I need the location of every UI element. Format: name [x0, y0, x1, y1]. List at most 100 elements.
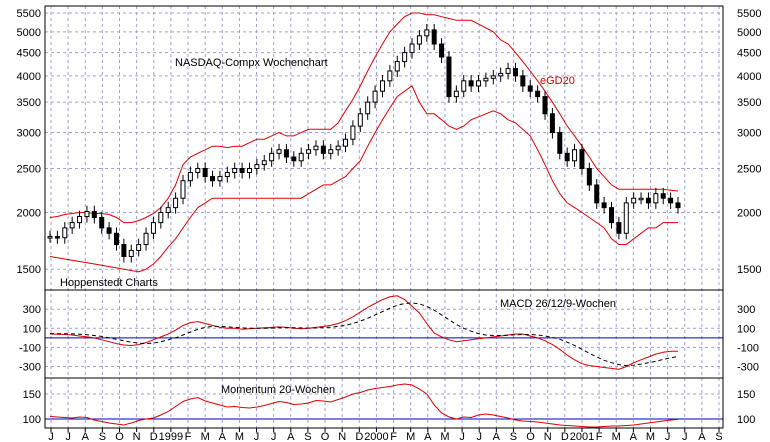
price-candle [564, 152, 570, 162]
price-candle [187, 171, 193, 182]
price-candle [483, 77, 489, 82]
price-candle [549, 113, 555, 134]
macd-line [49, 295, 678, 370]
x-tick-label: F [390, 431, 397, 442]
y-tick-label-right: 5000 [737, 27, 761, 39]
price-candle [453, 90, 459, 98]
price-candle [113, 232, 119, 246]
y-tick-label-left: 300 [23, 304, 41, 316]
price-chart-title: NASDAQ-Compx Wochenchart [175, 57, 328, 69]
price-candle [128, 249, 134, 258]
price-candle [254, 164, 260, 170]
price-candle [645, 197, 651, 204]
price-candle [121, 244, 127, 258]
y-tick-label-right: 2000 [737, 208, 761, 220]
grid [45, 6, 723, 428]
price-candle [47, 236, 53, 239]
x-tick-label: M [406, 431, 415, 442]
macd-panel-title: MACD 26/12/9-Wochen [500, 298, 616, 310]
price-candle [409, 43, 415, 54]
price-candle [306, 149, 312, 154]
y-tick-label-left: -300 [19, 362, 41, 374]
y-tick-label-right: 3000 [737, 128, 761, 140]
x-tick-label: O [115, 431, 124, 442]
y-tick-label-left: 2500 [17, 164, 41, 176]
price-candle [143, 232, 149, 246]
x-tick-label: M [612, 431, 621, 442]
price-candle [668, 197, 674, 204]
y-tick-label-right: 1500 [737, 264, 761, 276]
x-tick-label: S [304, 431, 311, 442]
source-label: Hoppenstedt Charts [60, 277, 158, 289]
y-tick-label-right: 100 [737, 323, 755, 335]
y-tick-label-right: 2500 [737, 164, 761, 176]
price-candle [557, 132, 563, 154]
price-candle [224, 171, 230, 178]
price-candle [210, 176, 216, 182]
x-tick-label: J [665, 431, 671, 442]
x-tick-label: A [630, 431, 638, 442]
x-tick-label: A [493, 431, 501, 442]
x-tick-label: M [646, 431, 655, 442]
price-candle [84, 211, 90, 217]
price-candle [490, 75, 496, 79]
price-candle [232, 168, 238, 173]
x-tick-label: A [82, 431, 90, 442]
y-tick-label-right: -100 [737, 342, 759, 354]
x-tick-label: N [133, 431, 141, 442]
price-candle [69, 222, 75, 229]
price-candle [535, 90, 541, 98]
price-candle [106, 227, 112, 234]
axes: J J A S O N D 1999 F M A M J J A S O N D 2000 F M A M J J A S O N D 200… [17, 5, 761, 442]
price-candle [379, 80, 385, 92]
upper-band-line [49, 12, 679, 224]
price-candle [505, 68, 511, 74]
price-candle [136, 244, 142, 251]
x-tick-label: F [185, 431, 192, 442]
indicators [45, 295, 723, 428]
band-label: eGD20 [540, 75, 575, 87]
y-tick-label-left: 100 [23, 414, 41, 426]
y-tick-label-right: -300 [737, 362, 759, 374]
y-tick-label-right: 300 [737, 304, 755, 316]
x-tick-label: A [287, 431, 295, 442]
y-tick-label-right: 3500 [737, 97, 761, 109]
y-tick-label-right: 5500 [737, 8, 761, 20]
price-candle [520, 75, 526, 87]
x-tick-label: N [544, 431, 552, 442]
price-candle [431, 29, 437, 45]
price-candle [542, 96, 548, 115]
price-candle [660, 193, 666, 199]
lower-band-line [49, 85, 678, 273]
y-tick-label-left: 4000 [17, 71, 41, 83]
x-tick-label: J [476, 431, 482, 442]
price-candle [99, 216, 105, 229]
price-candle [357, 113, 363, 127]
x-tick-label: D [150, 431, 158, 442]
plot-frame [44, 5, 724, 429]
price-candle [343, 138, 349, 147]
price-candle [387, 70, 393, 82]
price-candle [239, 168, 245, 173]
price-candle [261, 160, 267, 166]
price-candle [394, 61, 400, 72]
price-candle [365, 101, 371, 115]
x-tick-label: 2000 [364, 431, 388, 442]
x-tick-label: J [682, 431, 688, 442]
price-candle [195, 168, 201, 173]
price-candle [173, 197, 179, 209]
x-tick-label: A [698, 431, 706, 442]
y-tick-label-left: 2000 [17, 208, 41, 220]
price-candle [675, 202, 681, 209]
price-candle [631, 197, 637, 204]
price-candle [601, 202, 607, 209]
price-candle [298, 152, 304, 162]
price-candle [291, 156, 297, 162]
x-tick-label: S [715, 431, 722, 442]
price-candle [328, 149, 334, 154]
price-candle [512, 68, 518, 77]
y-tick-label-left: -100 [19, 342, 41, 354]
price-candle [579, 149, 585, 170]
y-tick-label-right: 100 [737, 414, 755, 426]
